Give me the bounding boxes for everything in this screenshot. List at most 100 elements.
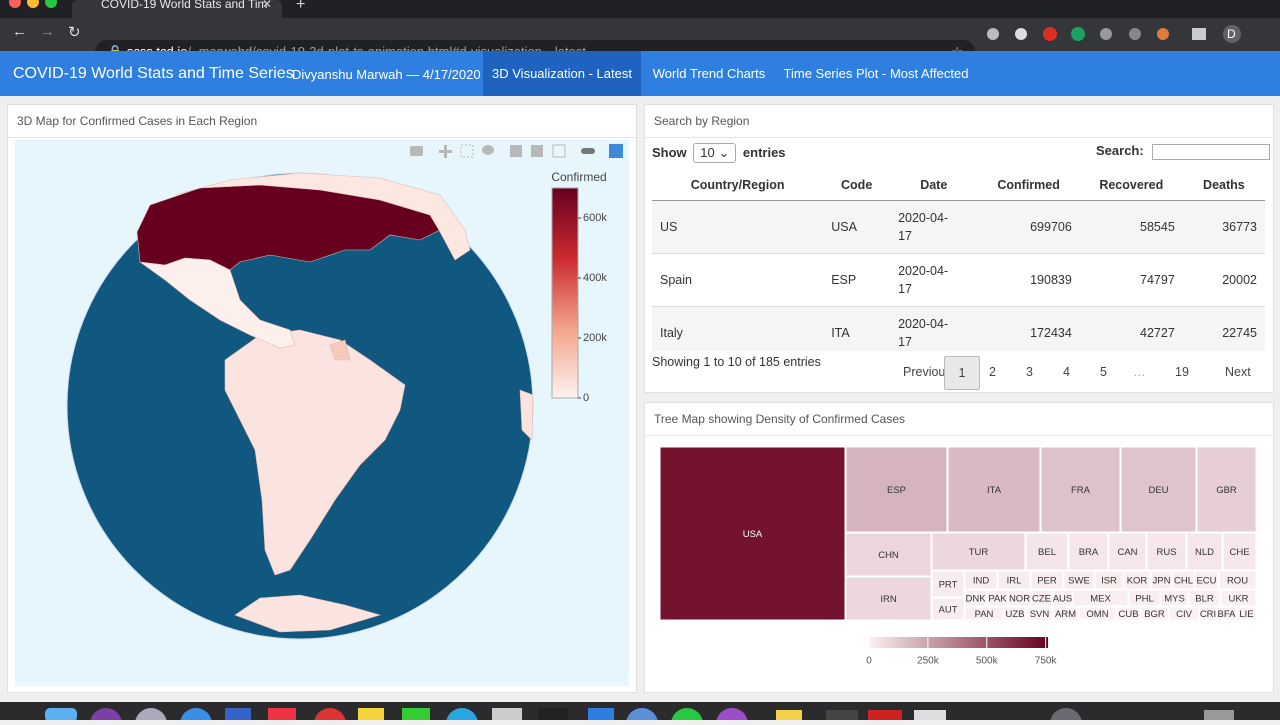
treemap-cell[interactable] xyxy=(931,532,1026,571)
treemap-cell[interactable] xyxy=(1025,532,1069,571)
page-button[interactable]: 5 xyxy=(1100,365,1107,379)
table-cell: 2020-04-17 xyxy=(890,253,978,307)
treemap-label: USA xyxy=(743,529,763,540)
treemap-cell[interactable] xyxy=(986,589,1009,607)
treemap-cell[interactable] xyxy=(1063,570,1095,590)
treemap[interactable]: USA ESP ITA FRA DEU GBR CHN IRN TUR BEL BRA CAN RUS N… xyxy=(645,433,1272,690)
treemap-cell[interactable] xyxy=(947,446,1041,533)
treemap-cell[interactable] xyxy=(931,570,965,598)
treemap-cell[interactable] xyxy=(1026,606,1053,621)
nav-link[interactable]: Time Series Plot - Most Affected xyxy=(783,66,969,81)
treemap-cell[interactable] xyxy=(1188,589,1221,607)
treemap-cell[interactable] xyxy=(1194,570,1219,590)
page-button[interactable]: 3 xyxy=(1026,365,1033,379)
treemap-cell[interactable] xyxy=(1150,570,1173,590)
treemap-cell[interactable] xyxy=(964,589,987,607)
column-header[interactable]: Code xyxy=(823,170,891,201)
treemap-cell[interactable] xyxy=(1123,570,1151,590)
treemap-cell[interactable] xyxy=(1108,532,1147,571)
nav-link[interactable]: 3D Visualization - Latest xyxy=(483,51,641,96)
globe-plot[interactable]: Confirmed 600k 400k 200k 0 xyxy=(15,140,629,686)
page-button[interactable]: 2 xyxy=(989,365,996,379)
column-header[interactable]: Date xyxy=(890,170,978,201)
page-length-select[interactable]: 10 ⌄ xyxy=(693,143,737,163)
treemap-cell[interactable] xyxy=(1030,570,1064,590)
treemap-label: ECU xyxy=(1196,576,1216,587)
treemap-cell[interactable] xyxy=(1040,446,1121,533)
page-button[interactable]: 4 xyxy=(1063,365,1070,379)
treemap-cell[interactable] xyxy=(1172,570,1195,590)
cell-text: 2020-04-17 xyxy=(898,264,949,296)
colorbar-tick-label: 400k xyxy=(583,272,607,284)
treemap-label: IRN xyxy=(880,594,897,605)
treemap-cell[interactable] xyxy=(1128,589,1161,607)
new-tab[interactable]: + xyxy=(296,0,306,13)
treemap-cell[interactable] xyxy=(1236,606,1257,621)
treemap-label: PAK xyxy=(988,594,1007,605)
column-header[interactable]: Country/Region xyxy=(652,170,824,201)
table-scroll: Country/Region Code Date Confirmed Recovered… xyxy=(652,170,1265,351)
colorbar-title: Confirmed xyxy=(551,170,606,184)
reload-button[interactable]: ↻ xyxy=(68,24,81,41)
treemap-label: GBR xyxy=(1216,485,1237,496)
page-button[interactable]: 1 xyxy=(944,356,980,390)
treemap-label: IRL xyxy=(1007,576,1022,587)
back-button[interactable]: ← xyxy=(12,23,27,40)
treemap-label: MYS xyxy=(1164,594,1185,605)
treemap-cell[interactable] xyxy=(1003,606,1027,621)
treemap-cell[interactable] xyxy=(1052,606,1079,621)
treemap-cell[interactable] xyxy=(1140,606,1169,621)
treemap-cell[interactable] xyxy=(1008,589,1031,607)
modebar[interactable] xyxy=(410,144,623,158)
search-input[interactable] xyxy=(1152,143,1271,160)
cell-text: Italy xyxy=(660,326,683,340)
treemap-cell[interactable] xyxy=(1196,446,1257,533)
treemap-cell[interactable] xyxy=(1160,589,1189,607)
treemap-cell[interactable] xyxy=(1218,570,1257,590)
treemap-cell[interactable] xyxy=(964,606,1004,621)
treemap-cell[interactable] xyxy=(1146,532,1187,571)
treemap-cell[interactable] xyxy=(1222,532,1257,571)
tab-close[interactable]: ✕ xyxy=(262,0,273,11)
treemap-label: CZE xyxy=(1032,594,1051,605)
page-button[interactable]: Previous xyxy=(903,365,952,379)
treemap-cell[interactable] xyxy=(1094,570,1124,590)
treemap-cell[interactable] xyxy=(997,570,1031,590)
treemap-cell[interactable] xyxy=(1168,606,1200,621)
region[interactable] xyxy=(174,172,471,261)
treemap-cell[interactable] xyxy=(1030,589,1053,607)
treemap-cell[interactable] xyxy=(931,597,965,621)
table-panel: Search by Region Show 10 ⌄ entries Searc… xyxy=(644,104,1274,393)
treemap-cell[interactable] xyxy=(1186,532,1223,571)
treemap-cell[interactable] xyxy=(1072,589,1129,607)
treemap-cell[interactable] xyxy=(845,532,932,577)
treemap-cell[interactable] xyxy=(1120,446,1197,533)
author: Divyanshu Marwah — 4/17/2020 xyxy=(292,67,481,82)
column-header[interactable]: Recovered xyxy=(1079,170,1183,201)
treemap-cell[interactable] xyxy=(1068,532,1109,571)
region[interactable] xyxy=(139,257,296,349)
treemap-cell[interactable] xyxy=(1216,606,1237,621)
treemap-cell[interactable] xyxy=(659,446,846,621)
treemap-cell[interactable] xyxy=(845,446,948,533)
treemap-cell[interactable] xyxy=(1052,589,1073,607)
page-button: … xyxy=(1133,365,1146,379)
profile-avatar[interactable]: D xyxy=(1227,27,1236,41)
nav-link[interactable]: World Trend Charts xyxy=(652,66,766,81)
colorbar-tick-label: 500k xyxy=(976,656,999,667)
column-header[interactable]: Confirmed xyxy=(977,170,1080,201)
treemap-cell[interactable] xyxy=(1116,606,1141,621)
treemap-cell[interactable] xyxy=(845,576,932,621)
page-button[interactable]: 19 xyxy=(1175,365,1189,379)
table-info: Showing 1 to 10 of 185 entries xyxy=(652,355,821,369)
column-header[interactable]: Deaths xyxy=(1182,170,1265,201)
treemap-label: CIV xyxy=(1176,609,1193,620)
brand[interactable]: COVID-19 World Stats and Time Series xyxy=(13,65,294,82)
page-button[interactable]: Next xyxy=(1225,365,1251,379)
treemap-cell[interactable] xyxy=(1220,589,1257,607)
treemap-cell[interactable] xyxy=(964,570,998,590)
treemap-cell[interactable] xyxy=(1199,606,1217,621)
tab[interactable]: COVID-19 World Stats and Tim ✕ xyxy=(72,0,282,18)
treemap-cell[interactable] xyxy=(1078,606,1117,621)
forward-button[interactable]: → xyxy=(40,23,55,40)
